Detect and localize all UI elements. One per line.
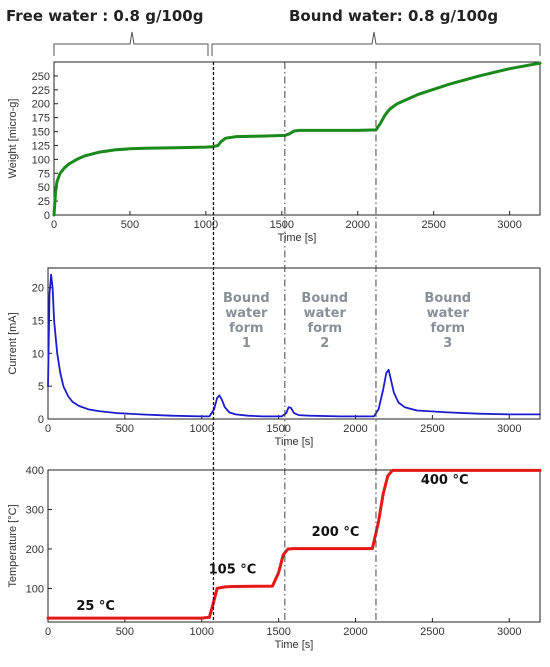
weight-x-tick-label: 2500 [421, 219, 445, 231]
temperature-step-label: 25 °C [76, 599, 115, 614]
temperature-x-tick-label: 2500 [420, 626, 444, 638]
current-x-tick-label: 1000 [190, 423, 214, 435]
weight-y-tick-label: 100 [32, 154, 50, 166]
current-series-line [47, 273, 541, 418]
temperature-x-tick-label: 3000 [497, 626, 521, 638]
weight-plot-frame [53, 61, 541, 216]
temperature-y-tick-label: 100 [26, 583, 44, 595]
current-panel: 0 500 1000 1500 2000 2500 3000 0 5 10 15 20 Time [s]… [7, 267, 541, 448]
current-y-tick-label: 0 [38, 414, 44, 426]
current-y-tick-label: 20 [32, 283, 44, 295]
weight-x-tick-label: 1000 [194, 219, 218, 231]
weight-y-tick-label: 125 [32, 140, 50, 152]
temperature-x-axis-label: Time [s] [275, 639, 314, 651]
current-x-axis-label: Time [s] [275, 436, 314, 448]
weight-x-axis-label: Time [s] [278, 232, 317, 244]
weight-panel: 0 500 1000 1500 2000 2500 30000255075100125150… [7, 61, 542, 244]
temperature-step-label: 200 °C [312, 525, 360, 540]
weight-y-tick-label: 150 [32, 127, 50, 139]
bound-water-brace [211, 31, 541, 56]
temperature-x-tick-label: 2000 [343, 626, 367, 638]
temperature-x-tick-label: 1000 [190, 626, 214, 638]
temperature-series-line [46, 468, 542, 620]
weight-x-tick-label: 500 [121, 219, 139, 231]
weight-x-tick-label: 0 [51, 219, 57, 231]
current-y-tick-label: 5 [38, 381, 44, 393]
temperature-y-tick-label: 300 [26, 504, 44, 516]
weight-y-tick-label: 250 [32, 71, 50, 83]
current-y-tick-label: 10 [32, 348, 44, 360]
current-x-tick-label: 2500 [420, 423, 444, 435]
current-y-axis-label: Current [mA] [7, 312, 19, 374]
bound-water-form-2-label: Bound water form 2 [301, 291, 348, 351]
weight-y-tick-label: 175 [32, 113, 50, 125]
weight-x-tick-label: 1500 [270, 219, 294, 231]
temperature-plot-frame [47, 469, 541, 623]
header-braces: Free water : 0.8 g/100g Bound water: 0.8… [6, 7, 541, 56]
weight-y-tick-label: 75 [38, 168, 50, 180]
free-water-brace [53, 31, 209, 56]
temperature-step-label: 400 °C [421, 473, 469, 488]
weight-y-tick-label: 225 [32, 85, 50, 97]
free-water-label: Free water : 0.8 g/100g [6, 7, 203, 25]
temperature-x-tick-label: 1500 [266, 626, 290, 638]
weight-y-tick-label: 25 [38, 196, 50, 208]
temperature-x-tick-label: 500 [116, 626, 134, 638]
current-x-tick-label: 500 [116, 423, 134, 435]
weight-x-tick-label: 2000 [346, 219, 370, 231]
temperature-y-tick-label: 400 [26, 465, 44, 477]
bound-water-label: Bound water: 0.8 g/100g [289, 7, 498, 25]
temperature-step-label: 105 °C [209, 562, 257, 577]
weight-y-tick-label: 50 [38, 182, 50, 194]
weight-x-tick-label: 3000 [497, 219, 521, 231]
temperature-x-tick-label: 0 [45, 626, 51, 638]
weight-y-tick-label: 200 [32, 99, 50, 111]
temperature-panel: 0 500 1000 1500 2000 2500 3000 100 200 300 400 Time… [7, 465, 542, 651]
current-x-tick-label: 1500 [266, 423, 290, 435]
weight-y-axis-label: Weight [micro-g] [7, 99, 19, 179]
current-y-tick-label: 15 [32, 316, 44, 328]
bound-water-form-3-label: Bound water form 3 [424, 291, 471, 351]
current-x-tick-label: 2000 [343, 423, 367, 435]
current-x-tick-label: 0 [45, 423, 51, 435]
bound-water-form-1-label: Bound water form 1 [223, 291, 270, 351]
weight-series-line [52, 61, 542, 217]
temperature-y-axis-label: Temperature [°C] [7, 504, 19, 587]
phase-boundary-lines [212, 62, 377, 622]
current-x-tick-label: 3000 [497, 423, 521, 435]
weight-y-tick-label: 0 [44, 210, 50, 222]
temperature-y-tick-label: 200 [26, 544, 44, 556]
